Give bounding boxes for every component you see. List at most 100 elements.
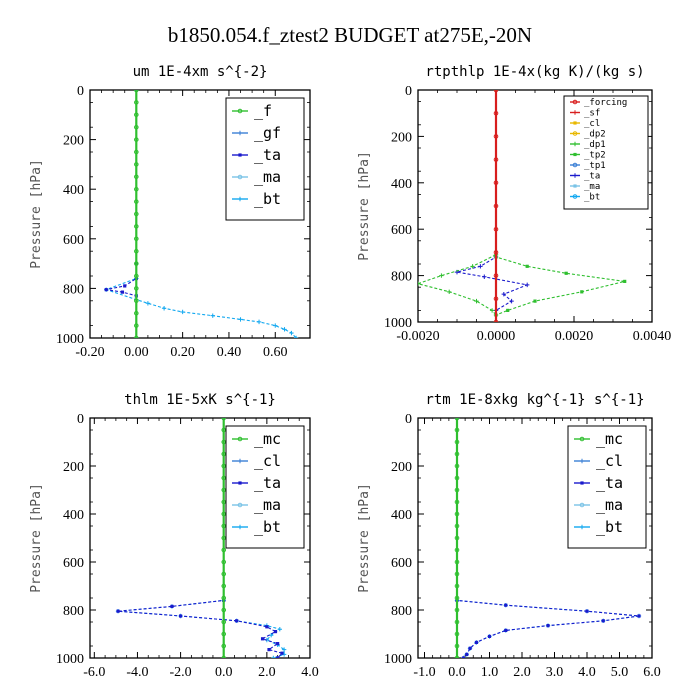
data-point — [493, 110, 499, 116]
data-point — [134, 323, 139, 328]
series-line-bt — [117, 418, 285, 658]
data-point — [461, 656, 466, 658]
data-point — [134, 186, 139, 192]
figure-title: b1850.054.f_ztest2 BUDGET at275E,-20N — [168, 23, 532, 47]
data-point — [493, 273, 499, 278]
data-point — [454, 439, 460, 445]
y-tick-label: 1000 — [56, 652, 84, 667]
data-point — [454, 631, 460, 637]
data-point — [493, 319, 499, 322]
data-point — [493, 157, 499, 162]
data-point — [178, 614, 183, 618]
chart-um: um 1E-4xm s^{-2} Pressure [hPa] -0.20 0.00 0… — [29, 64, 311, 360]
series-group — [115, 418, 287, 658]
data-point — [470, 264, 475, 269]
x-tick-label: 3.0 — [546, 665, 564, 680]
panel-title: rtpthlp 1E-4x(kg K)/(kg s) — [425, 64, 644, 80]
data-point — [487, 634, 492, 638]
y-tick-label: 200 — [63, 460, 84, 475]
legend-label: _cl — [596, 452, 623, 470]
legend-marker — [572, 173, 578, 178]
x-tick-label: 0.20 — [170, 345, 195, 360]
data-point — [454, 559, 460, 565]
data-point — [134, 298, 139, 304]
data-point — [546, 624, 550, 628]
legend: _mc _cl _ta _ma _bt — [567, 425, 647, 549]
chart-rtpthlp: rtpthlp 1E-4x(kg K)/(kg s) Pressure [hPa]… — [357, 64, 671, 344]
data-point — [221, 631, 227, 637]
x-tick-label: 0.00 — [124, 345, 149, 360]
x-tick-label: -1.0 — [413, 665, 435, 680]
data-point — [493, 134, 499, 139]
y-tick-label: 0 — [77, 84, 84, 99]
data-point — [585, 609, 589, 613]
legend-marker — [579, 524, 585, 530]
data-point — [221, 607, 227, 613]
data-point — [134, 310, 139, 316]
data-point — [221, 571, 227, 577]
x-tick-label: 0.40 — [217, 345, 242, 360]
series-group — [418, 90, 627, 322]
legend-label: _ta — [254, 474, 281, 492]
legend-marker — [579, 458, 585, 464]
panel-title: thlm 1E-5xK s^{-1} — [124, 392, 276, 408]
data-point — [454, 499, 460, 505]
data-point — [221, 619, 227, 625]
x-tick-label: 0.0 — [215, 665, 233, 680]
data-point — [454, 535, 460, 541]
data-point — [580, 290, 584, 294]
chart-rtm: rtm 1E-8xkg kg^{-1} s^{-1} Pressure [hPa]… — [357, 392, 661, 680]
legend-label: _sf — [584, 109, 600, 119]
legend-marker — [237, 524, 243, 530]
y-tick-label: 600 — [63, 556, 84, 571]
data-point — [454, 595, 460, 601]
x-tick-label: 2.0 — [258, 665, 276, 680]
data-point — [238, 317, 243, 322]
legend-marker — [237, 196, 243, 202]
y-tick-label: 800 — [63, 604, 84, 619]
chart-thlm: thlm 1E-5xK s^{-1} Pressure [hPa] -6.0 -4.0… — [29, 392, 319, 680]
data-point — [134, 261, 139, 266]
series-line-ta — [456, 90, 530, 322]
panel-title: um 1E-4xm s^{-2} — [133, 64, 268, 80]
legend-marker — [572, 141, 578, 147]
data-point — [235, 619, 239, 623]
legend-label: _mc — [596, 430, 623, 448]
data-point — [267, 648, 271, 652]
y-tick-label: 400 — [63, 183, 84, 198]
x-tick-label: 0.0000 — [477, 329, 516, 344]
legend-marker — [572, 194, 578, 199]
legend-label: _ma — [584, 182, 600, 192]
y-tick-label: 1000 — [56, 332, 84, 347]
data-point — [482, 274, 487, 279]
data-point — [134, 199, 139, 204]
legend-label: _ma — [254, 496, 281, 514]
data-point — [161, 306, 167, 311]
x-tick-label: 0.0040 — [633, 329, 672, 344]
data-point — [454, 451, 460, 457]
legend-label: _cl — [584, 119, 600, 129]
data-point — [454, 523, 460, 529]
legend-label: _ma — [596, 496, 623, 514]
x-tick-label: 0.0020 — [555, 329, 594, 344]
data-point — [134, 174, 139, 180]
data-point — [525, 282, 530, 288]
data-point — [493, 226, 499, 232]
data-point — [134, 286, 139, 291]
plot-frame — [89, 417, 311, 659]
y-tick-label: 0 — [77, 412, 84, 427]
y-tick-label: 400 — [63, 508, 84, 523]
data-point — [454, 571, 460, 577]
data-point — [281, 647, 287, 652]
legend-label: _bt — [596, 518, 623, 536]
y-tick-label: 400 — [391, 508, 412, 523]
legend-marker — [573, 121, 577, 125]
y-axis-label: Pressure [hPa] — [357, 151, 372, 261]
legend-marker — [579, 502, 585, 508]
data-point — [120, 290, 125, 294]
legend-label: _gf — [254, 124, 281, 142]
data-point — [501, 291, 506, 297]
legend-label: _forcing — [584, 98, 627, 108]
data-point — [134, 335, 139, 338]
legend-label: _bt — [584, 193, 600, 203]
